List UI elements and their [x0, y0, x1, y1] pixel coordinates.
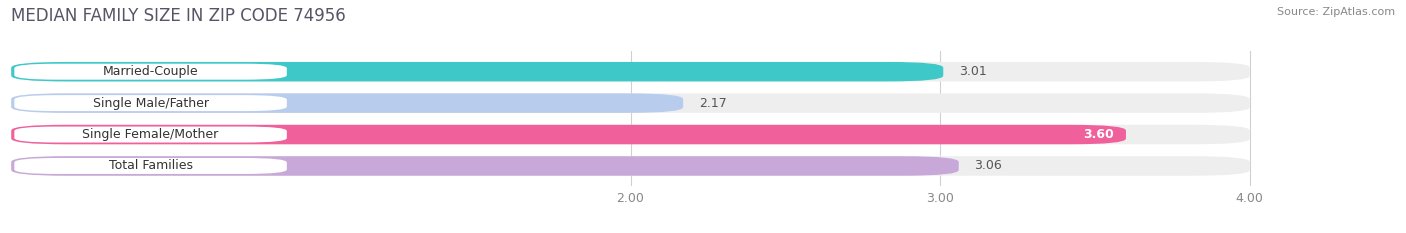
FancyBboxPatch shape: [14, 95, 287, 111]
FancyBboxPatch shape: [14, 158, 287, 174]
Text: 3.01: 3.01: [959, 65, 987, 78]
FancyBboxPatch shape: [11, 125, 1250, 144]
Text: Married-Couple: Married-Couple: [103, 65, 198, 78]
Text: Single Female/Mother: Single Female/Mother: [83, 128, 219, 141]
FancyBboxPatch shape: [11, 156, 1250, 176]
FancyBboxPatch shape: [11, 93, 683, 113]
FancyBboxPatch shape: [14, 64, 287, 80]
FancyBboxPatch shape: [11, 93, 1250, 113]
Text: 3.60: 3.60: [1083, 128, 1114, 141]
FancyBboxPatch shape: [11, 62, 1250, 81]
Text: Source: ZipAtlas.com: Source: ZipAtlas.com: [1277, 7, 1395, 17]
Text: 2.17: 2.17: [699, 97, 727, 110]
FancyBboxPatch shape: [11, 125, 1126, 144]
Text: Total Families: Total Families: [108, 159, 193, 172]
FancyBboxPatch shape: [11, 156, 959, 176]
Text: MEDIAN FAMILY SIZE IN ZIP CODE 74956: MEDIAN FAMILY SIZE IN ZIP CODE 74956: [11, 7, 346, 25]
FancyBboxPatch shape: [11, 62, 943, 81]
Text: Single Male/Father: Single Male/Father: [93, 97, 208, 110]
FancyBboxPatch shape: [14, 127, 287, 143]
Text: 3.06: 3.06: [974, 159, 1002, 172]
